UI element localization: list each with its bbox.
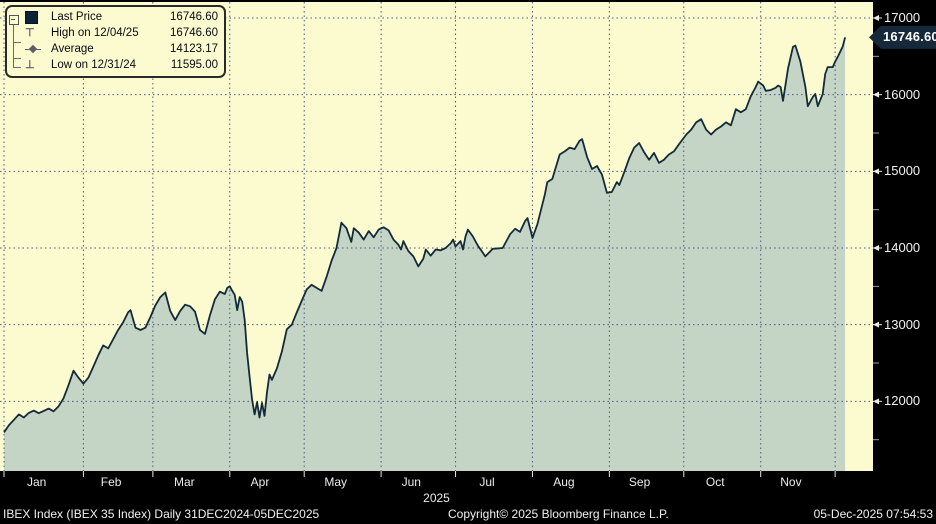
y-tick-arrow-17000 (873, 15, 879, 21)
legend-tree-line (13, 19, 24, 67)
price-line (3, 37, 846, 433)
x-axis-year-label: 2025 (423, 491, 450, 505)
y-tick-arrow-15000 (873, 168, 879, 175)
y-axis-label-12000: 12000 (884, 393, 921, 409)
last-price-flag-shape (869, 25, 936, 49)
x-axis-label-feb: Feb (100, 475, 122, 489)
legend-value: 16746.60 (170, 27, 218, 39)
y-axis-label-15000: 15000 (884, 163, 921, 179)
y-tick-arrow-12000 (873, 398, 879, 405)
legend-label: High on 12/04/25 (51, 27, 139, 39)
legend-value: 11595.00 (170, 59, 218, 71)
x-axis-label-nov: Nov (780, 475, 802, 489)
high-marker-icon: ⊤ (25, 27, 35, 39)
y-axis-label-17000: 17000 (884, 10, 921, 25)
x-axis-label-apr: Apr (250, 475, 270, 489)
y-axis-label-14000: 14000 (884, 240, 921, 255)
y-tick-arrow-13000 (873, 321, 879, 328)
x-axis-label-jul: Jul (479, 475, 495, 489)
legend-row-high[interactable]: ⊤ High on 12/04/25 16746.60 (15, 25, 218, 41)
average-marker-icon (25, 45, 41, 54)
legend-label: Low on 12/31/24 (51, 59, 137, 71)
legend-label: Average (51, 43, 94, 55)
x-axis-label-mar: Mar (173, 475, 195, 489)
low-marker-icon: ⊥ (25, 59, 35, 71)
x-axis-label-aug: Aug (553, 475, 575, 489)
last-price-flag: 16746.60 (883, 29, 936, 45)
legend-value: 16746.60 (170, 11, 218, 23)
legend-row-last-price[interactable]: Last Price 16746.60 (15, 9, 218, 25)
x-axis-label-sep: Sep (628, 475, 651, 489)
chart-legend: Last Price 16746.60 ⊤ High on 12/04/25 1… (5, 5, 226, 78)
footer-copyright: Copyright© 2025 Bloomberg Finance L.P. (448, 507, 669, 521)
y-axis-label-16000: 16000 (884, 86, 921, 102)
x-axis-label-jun: Jun (401, 475, 421, 489)
y-tick-arrow-14000 (873, 245, 879, 252)
legend-value: 14123.17 (170, 43, 218, 55)
legend-collapse-icon[interactable] (9, 15, 19, 25)
footer-security-description: IBEX Index (IBEX 35 Index) Daily 31DEC20… (3, 507, 320, 521)
y-axis-label-13000: 13000 (884, 316, 921, 332)
last-price-swatch-icon (25, 10, 38, 24)
x-axis-label-oct: Oct (705, 475, 725, 489)
y-tick-arrow-16000 (873, 91, 879, 98)
legend-row-low[interactable]: ⊥ Low on 12/31/24 11595.00 (15, 57, 218, 73)
legend-label: Last Price (51, 11, 103, 23)
footer-timestamp: 05-Dec-2025 07:54:53 (813, 507, 933, 521)
x-axis-label-jan: Jan (27, 475, 47, 489)
x-axis-label-may: May (324, 475, 347, 489)
legend-row-average[interactable]: Average 14123.17 (15, 41, 218, 57)
